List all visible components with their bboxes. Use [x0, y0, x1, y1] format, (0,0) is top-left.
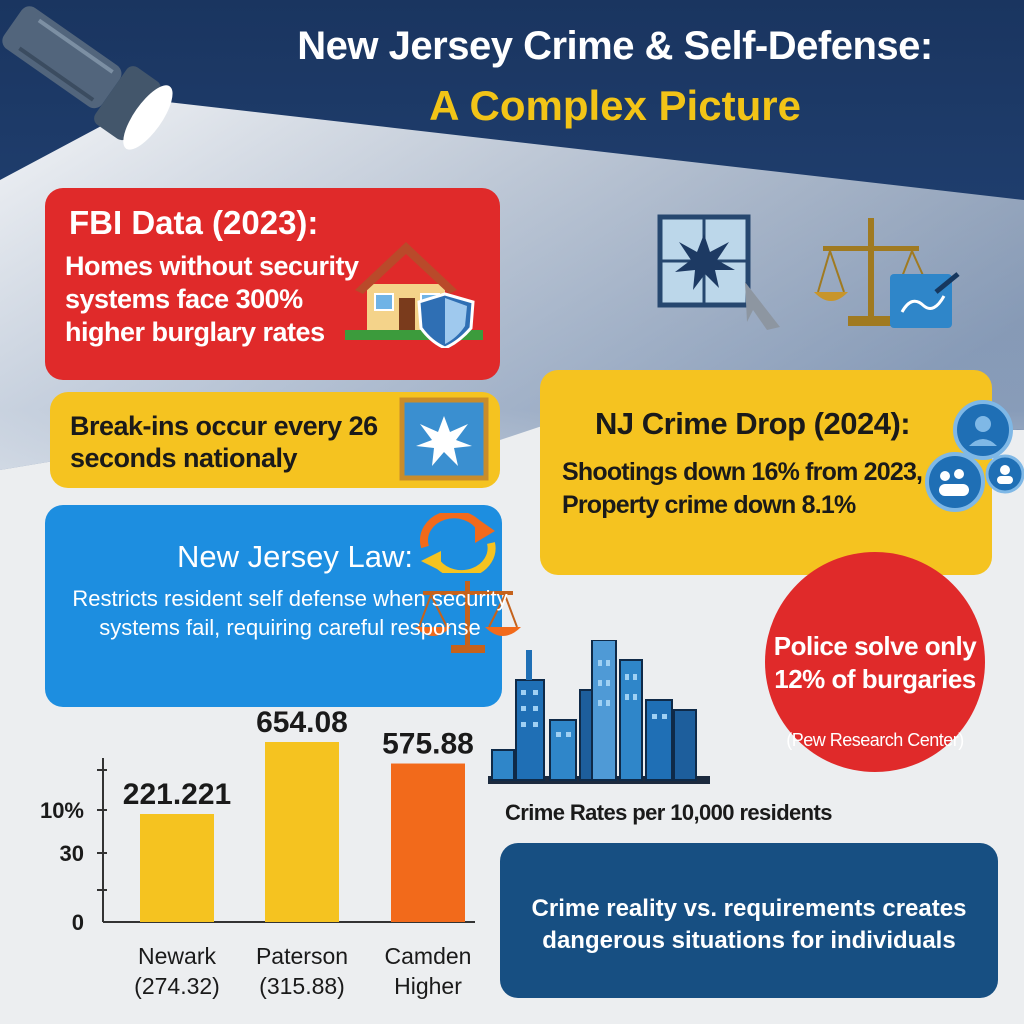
breakins-card: Break-ins occur every 26 seconds nationa… [50, 392, 500, 488]
house-shield-icon [345, 242, 483, 348]
title-line-2: A Complex Picture [429, 82, 801, 129]
nj-law-card: New Jersey Law: Restricts resident self … [45, 505, 521, 707]
fbi-data-card: FBI Data (2023): Homes without security … [45, 188, 500, 380]
y-tick-label: 30 [60, 841, 84, 866]
nj-crime-drop-card: NJ Crime Drop (2024): Shootings down 16%… [540, 370, 992, 575]
breakins-text: Break-ins occur every 26 seconds nationa… [70, 411, 378, 474]
police-stat-circle: Police solve only 12% of burgaries (Pew … [765, 552, 985, 772]
crime-drop-body: Shootings down 16% from 2023, Property c… [562, 458, 923, 519]
scales-small-icon [415, 581, 521, 653]
broken-window-icon [657, 214, 780, 330]
x-tick-sublabel: Higher [394, 973, 462, 999]
police-stat-source: (Pew Research Center) [786, 730, 964, 750]
reality-text: Crime reality vs. requirements creates d… [531, 895, 967, 955]
x-tick-label: Newark [138, 943, 216, 969]
x-tick-sublabel: (315.88) [259, 973, 345, 999]
bar-newark [140, 814, 214, 922]
y-tick-label: 0 [72, 910, 84, 935]
reality-card: Crime reality vs. requirements creates d… [500, 843, 998, 998]
bar-value-label: 221.221 [123, 778, 231, 811]
fbi-body: Homes without security systems face 300%… [65, 251, 359, 347]
scales-of-justice-icon [814, 218, 960, 328]
bar-value-label: 654.08 [256, 706, 348, 739]
x-tick-label: Paterson [256, 943, 348, 969]
chart-title: Crime Rates per 10,000 residents [505, 800, 832, 825]
bar-paterson [265, 742, 339, 922]
police-stat-text: Police solve only 12% of burgaries [773, 631, 977, 694]
flashlight-icon [2, 6, 173, 150]
nj-law-body: Restricts resident self defense when sec… [72, 586, 508, 640]
nj-law-title: New Jersey Law: [176, 539, 414, 574]
crime-rate-bar-chart: 10% 30 0 221.221 Newark (274.32) 654.08 Paterso… [40, 706, 475, 999]
x-tick-sublabel: (274.32) [134, 973, 220, 999]
bar-camden [391, 763, 465, 922]
city-skyline-icon [488, 640, 710, 784]
fbi-title: FBI Data (2023): [69, 204, 319, 241]
refresh-arrows-icon [420, 513, 496, 573]
crime-drop-title: NJ Crime Drop (2024): [595, 406, 911, 441]
broken-window-small-icon [399, 397, 489, 481]
x-tick-label: Camden [385, 943, 472, 969]
bar-value-label: 575.88 [382, 728, 474, 761]
community-people-icon [925, 400, 1024, 512]
y-tick-label: 10% [40, 798, 84, 823]
title-line-1: New Jersey Crime & Self-Defense: [297, 24, 933, 68]
